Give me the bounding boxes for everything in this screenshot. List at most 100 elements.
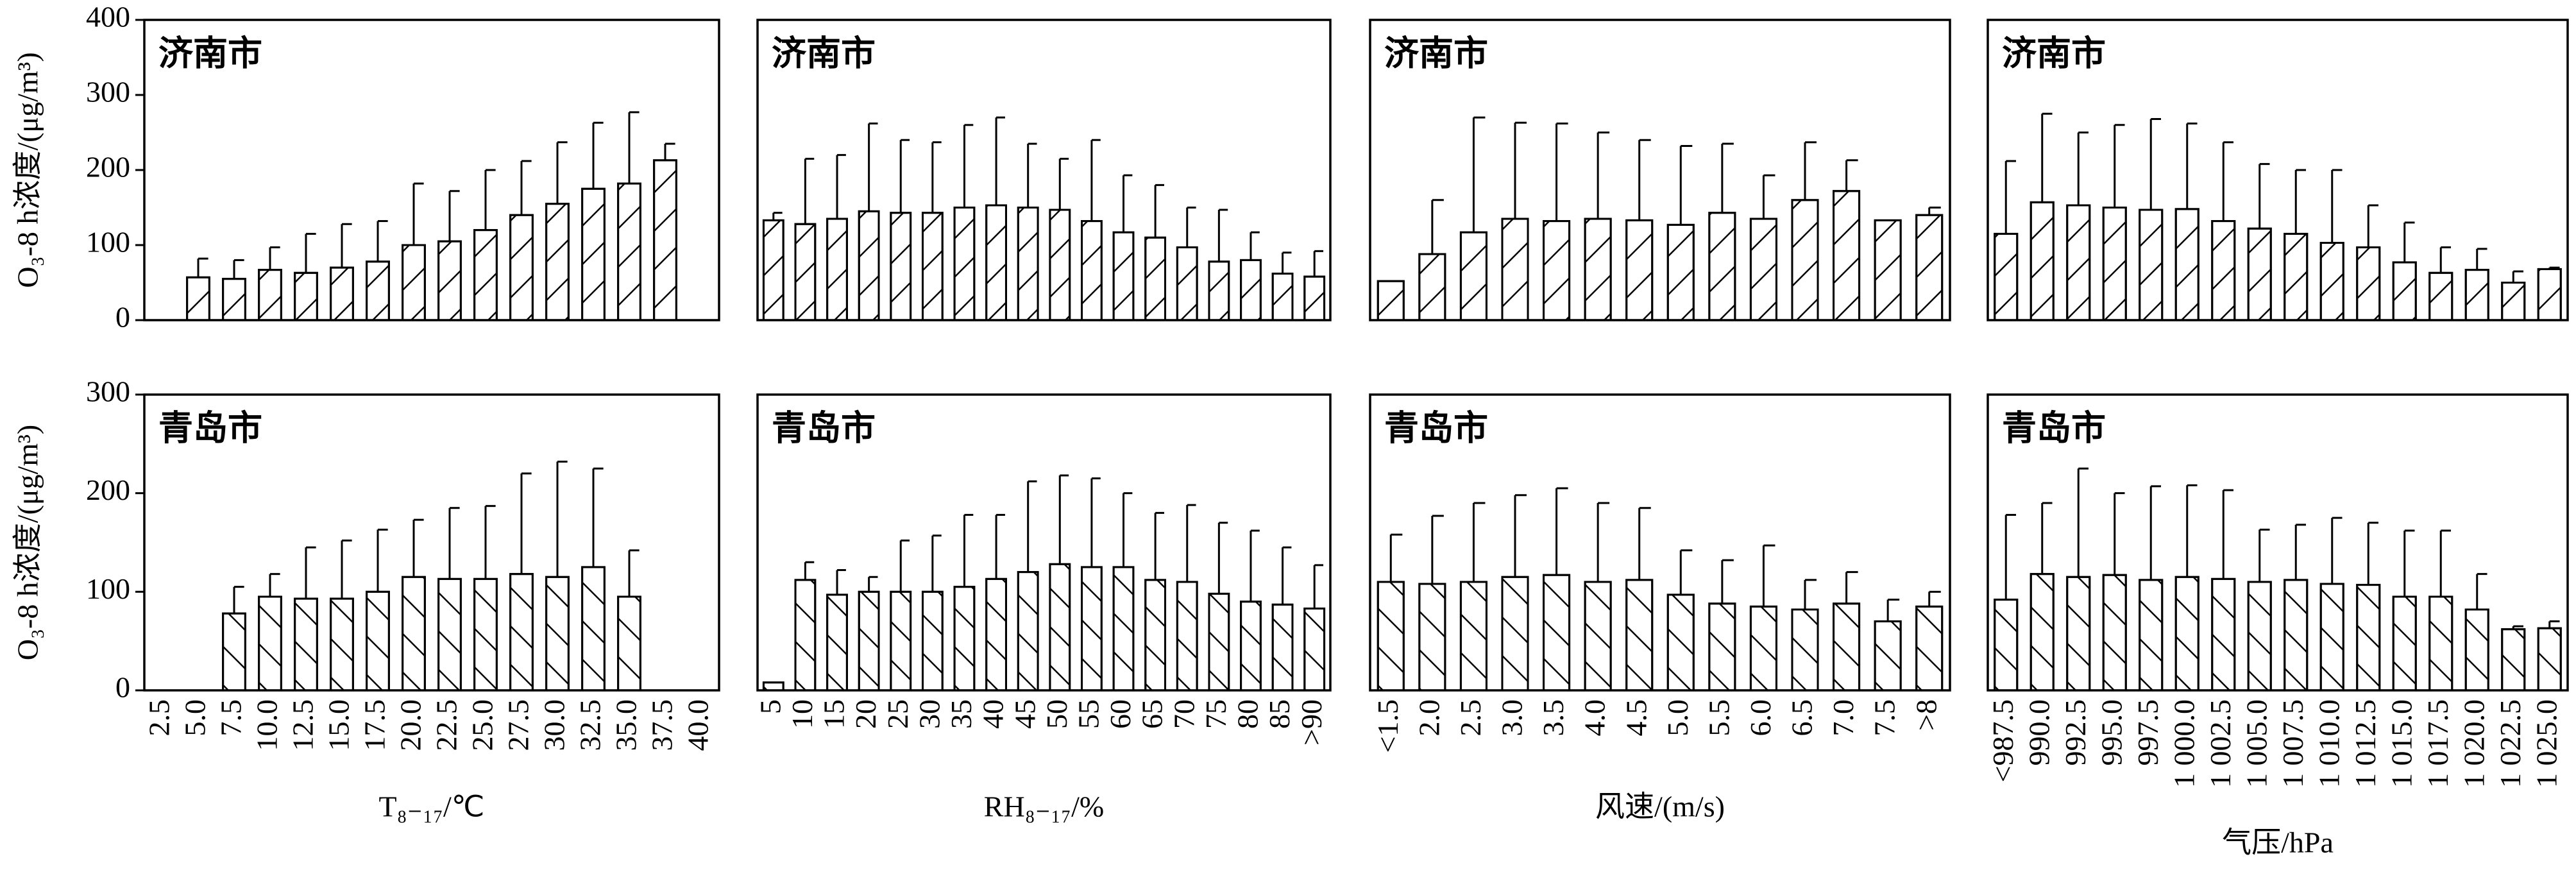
- x-axis-label: T₈₋₁₇/℃: [379, 790, 485, 823]
- bar-hatch: [1915, 214, 1944, 321]
- bar-hatch: [1543, 574, 1571, 692]
- bar-hatch: [1144, 236, 1167, 321]
- bar-hatch: [921, 212, 944, 321]
- x-tick-label: 1 025.0: [2530, 699, 2563, 788]
- bar-hatch: [294, 271, 318, 321]
- x-tick-label: 2.0: [1412, 699, 1445, 737]
- bar-hatch: [1749, 605, 1777, 692]
- bar-hatch: [2029, 573, 2055, 692]
- x-tick-label: 6.0: [1744, 699, 1777, 737]
- x-tick-label: 1 005.0: [2240, 699, 2273, 788]
- bar-hatch: [1049, 563, 1071, 692]
- bar-hatch: [1584, 581, 1612, 692]
- x-tick-label: 1 015.0: [2385, 699, 2418, 788]
- bar-hatch: [2066, 576, 2091, 692]
- bar-hatch: [2174, 208, 2199, 321]
- x-tick-label: 30: [913, 699, 945, 729]
- bar-hatch: [581, 187, 606, 321]
- x-tick-label: 27.5: [502, 699, 535, 751]
- bar-hatch: [1666, 593, 1695, 692]
- bar-hatch: [437, 577, 462, 692]
- bar-hatch: [1749, 218, 1777, 321]
- x-tick-label: 1 002.5: [2204, 699, 2237, 788]
- bar-hatch: [402, 576, 426, 692]
- bar-hatch: [1303, 607, 1326, 692]
- plot-frame: [1987, 19, 2569, 321]
- bar-hatch: [1017, 571, 1039, 692]
- bar-hatch: [2102, 574, 2127, 692]
- bar-hatch: [1418, 253, 1446, 321]
- bar-hatch: [1081, 566, 1103, 692]
- y-tick-label: 100: [86, 572, 130, 605]
- bar-hatch: [953, 207, 976, 321]
- bar-hatch: [1303, 275, 1326, 321]
- x-tick-label: 17.5: [359, 699, 391, 751]
- x-axis-label: 气压/hPa: [2222, 826, 2334, 859]
- y-axis-label: O₃-8 h浓度/(μg/m³): [12, 52, 44, 288]
- bar-hatch: [1017, 207, 1039, 321]
- bar-hatch: [258, 595, 282, 692]
- bar-hatch: [545, 203, 570, 321]
- bar-hatch: [402, 244, 426, 321]
- bar-hatch: [509, 214, 534, 321]
- plot-frame: [143, 393, 720, 692]
- x-tick-label: 70: [1167, 699, 1200, 729]
- x-tick-label: 12.5: [287, 699, 319, 751]
- x-tick-label: 40.0: [682, 699, 715, 751]
- x-tick-label: 4.5: [1620, 699, 1652, 737]
- bar-hatch: [1708, 602, 1736, 692]
- bar-hatch: [509, 573, 534, 692]
- x-tick-label: 40: [977, 699, 1010, 729]
- bar-hatch: [2139, 579, 2164, 692]
- bar-hatch: [2139, 209, 2164, 321]
- x-tick-label: 2.5: [1454, 699, 1487, 737]
- x-tick-label: 45: [1008, 699, 1041, 729]
- x-tick-label: 997.5: [2131, 699, 2164, 766]
- bar-hatch: [1501, 576, 1529, 692]
- bar-hatch: [473, 577, 498, 692]
- panel-title: 济南市: [158, 34, 262, 72]
- bar-hatch: [222, 612, 246, 692]
- x-tick-label: 7.5: [215, 699, 248, 737]
- x-tick-label: 22.5: [430, 699, 463, 751]
- bar-hatch: [2029, 201, 2055, 321]
- x-tick-label: 7.0: [1827, 699, 1860, 737]
- bar-hatch: [794, 579, 817, 692]
- panel-title: 青岛市: [2002, 409, 2106, 447]
- plot-frame: [1369, 393, 1951, 692]
- bar-hatch: [2284, 232, 2309, 321]
- x-tick-label: 25: [881, 699, 914, 729]
- bar-hatch: [2356, 246, 2381, 321]
- bar-hatch: [1271, 603, 1294, 692]
- bar-hatch: [1176, 581, 1198, 692]
- x-tick-label: 4.0: [1579, 699, 1611, 737]
- bar-hatch: [985, 204, 1007, 321]
- bar-hatch: [222, 278, 246, 321]
- x-tick-label: 5.0: [179, 699, 212, 737]
- bar-hatch: [1994, 232, 2019, 321]
- bar-hatch: [1666, 223, 1695, 321]
- bar-hatch: [366, 590, 390, 692]
- x-tick-label: 992.5: [2059, 699, 2092, 766]
- panel-title: 青岛市: [772, 409, 876, 447]
- bar-hatch: [1418, 583, 1446, 692]
- y-tick-label: 0: [115, 671, 130, 704]
- x-tick-label: 1 007.5: [2276, 699, 2309, 788]
- bar-hatch: [1791, 199, 1819, 321]
- panel-title: 济南市: [2002, 34, 2106, 72]
- bar-hatch: [437, 240, 462, 321]
- panel-title: 济南市: [772, 34, 876, 72]
- x-tick-label: 990.0: [2022, 699, 2055, 766]
- bar-hatch: [1874, 620, 1902, 692]
- plot-frame: [756, 19, 1332, 321]
- x-tick-label: 3.0: [1496, 699, 1529, 737]
- bar-hatch: [2211, 577, 2236, 692]
- bar-hatch: [1833, 190, 1861, 321]
- panel-title: 青岛市: [1384, 409, 1488, 447]
- bar-hatch: [890, 590, 912, 692]
- bar-hatch: [2174, 576, 2199, 692]
- bar-hatch: [2392, 595, 2417, 692]
- bar-hatch: [330, 597, 354, 692]
- x-tick-label: 1 020.0: [2457, 699, 2490, 788]
